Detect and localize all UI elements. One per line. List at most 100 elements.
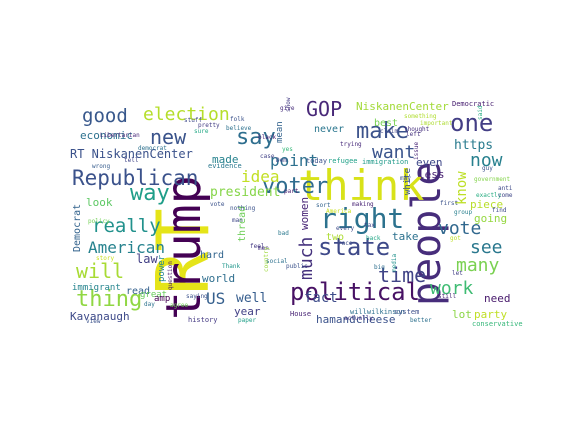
word-find: find <box>492 207 507 214</box>
word-social: social <box>266 258 288 265</box>
word-way: way <box>130 181 170 206</box>
word-going: going <box>474 212 507 225</box>
word-thank: Thank <box>222 263 240 270</box>
word-think: think <box>298 161 424 210</box>
word-thing: thing <box>76 287 142 312</box>
word-even: even <box>416 156 443 169</box>
word-nothing: nothing <box>230 205 256 212</box>
word-refugee: refugee <box>328 157 358 165</box>
word-thread: thread <box>237 206 248 242</box>
word-claim: claim <box>380 128 398 135</box>
word-tax: tax <box>364 222 375 229</box>
word-man: man <box>232 217 243 224</box>
word-big: big <box>374 264 385 271</box>
word-paper: paper <box>238 317 256 324</box>
word-fact: fact <box>304 290 338 306</box>
word-amp: amp <box>154 294 170 304</box>
word-feel: feel <box>250 243 265 250</box>
word-democratic: Democratic <box>452 100 494 108</box>
word-said: said <box>477 105 484 120</box>
word-less: less <box>418 168 445 181</box>
word-house: House <box>290 310 311 318</box>
word-first: first <box>440 200 458 207</box>
word-got: got <box>450 235 461 242</box>
word-power: power <box>157 254 167 282</box>
word-issue: issue <box>413 142 420 160</box>
word-something: something <box>404 113 437 120</box>
word-take: take <box>392 230 419 243</box>
word-right: right <box>320 202 404 235</box>
word-stuff: stuff <box>184 117 202 124</box>
word-want: want <box>372 142 415 163</box>
word-good: good <box>82 105 128 127</box>
word-country: country <box>263 246 270 272</box>
word-exactly: exactly <box>476 192 502 199</box>
word-every: every <box>336 225 354 232</box>
word-sure: sure <box>194 128 209 135</box>
word-state: state <box>318 233 390 261</box>
word-lot: lot <box>452 308 472 321</box>
word-willwilkinson: willwilkinson <box>350 308 405 316</box>
word-voter: voter <box>262 174 328 199</box>
word-vote: vote <box>210 201 225 208</box>
word-story: story <box>96 255 114 262</box>
word-gop: GOP <box>306 97 342 121</box>
word-party: party <box>474 308 507 321</box>
word-many: many <box>456 255 500 276</box>
word-immigrant: immigrant <box>72 283 121 293</box>
word-hamandcheese: hamandcheese <box>316 313 395 326</box>
word-trying: trying <box>340 141 362 148</box>
word-democrat: Democrat <box>72 204 83 252</box>
word-wrong: wrong <box>92 163 110 170</box>
word-media: media <box>391 254 398 272</box>
word-history: history <box>188 316 218 324</box>
word-dem: Dem <box>276 157 287 164</box>
word-important: important <box>420 120 453 127</box>
word-immigration: immigration <box>362 158 408 166</box>
word-still: still <box>438 293 456 300</box>
word-making: making <box>352 201 374 208</box>
word-know: know <box>454 171 470 205</box>
word-piece: piece <box>470 198 503 211</box>
word-back: back <box>366 235 381 242</box>
word-women: women <box>298 197 311 230</box>
word-time: time <box>378 263 426 287</box>
word-give: give <box>280 105 295 112</box>
word-rt: RT <box>141 208 225 295</box>
word-group: group <box>454 209 472 216</box>
word-may: may <box>400 175 411 182</box>
word-say: say <box>236 125 276 150</box>
word-idea: idea <box>241 167 280 186</box>
word-bad: bad <box>278 230 289 237</box>
word-show: show <box>285 97 292 112</box>
word-never: never <box>314 124 344 135</box>
word-policy: policy <box>88 218 110 225</box>
word-world: world <box>202 272 235 285</box>
word-saying: saying <box>186 293 208 300</box>
word-black: black <box>258 134 276 141</box>
word-republican: Republican <box>72 166 198 190</box>
word-white: white <box>403 168 413 195</box>
word-anti: anti <box>498 185 513 192</box>
word-read: read <box>126 286 150 297</box>
word-now: now <box>470 150 503 171</box>
word-sort: sort <box>316 202 331 209</box>
word-actually: actually <box>344 315 373 322</box>
word-trump: trump <box>156 176 212 321</box>
word-niskanencenter: NiskanenCenter <box>356 100 449 113</box>
word-point: point <box>270 151 318 170</box>
word-come: come <box>498 192 513 199</box>
word-believe: believe <box>226 125 252 132</box>
word-democrat: democrat <box>138 145 167 152</box>
word-view: view <box>86 318 101 325</box>
word-look: look <box>86 196 113 209</box>
word-new: new <box>150 125 187 149</box>
word-great: great <box>140 290 167 300</box>
word-really: really <box>92 215 161 237</box>
word-part: part <box>284 188 299 195</box>
word-two: two <box>326 232 344 243</box>
word-better: better <box>410 317 432 324</box>
word-system: system <box>394 308 419 316</box>
word-https: https <box>454 138 493 153</box>
